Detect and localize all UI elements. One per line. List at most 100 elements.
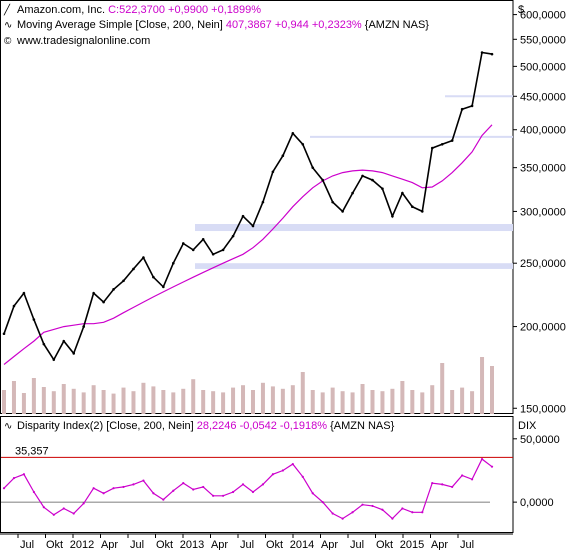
y-tick-label: 400,0000 (520, 125, 566, 137)
price-point (251, 224, 255, 228)
price-point (281, 154, 285, 158)
wave-icon: ∿ (4, 421, 13, 432)
ma-legend-symbol: {AMZN NAS} (364, 19, 429, 31)
price-point (440, 142, 444, 146)
x-tick-label: Apr (431, 539, 448, 550)
volume-bar (400, 381, 405, 414)
volume-bar (41, 387, 46, 414)
x-tick-label: Jul (130, 539, 144, 550)
dix-point (371, 504, 374, 508)
volume-bar (250, 390, 255, 414)
dix-point (421, 511, 424, 514)
disparity-panel: 35,357 (1, 445, 513, 520)
dix-point (281, 469, 284, 472)
dix-threshold-label: 35,357 (15, 445, 49, 457)
ma-legend-values: 407,3867 +0,944 +0,2323% (225, 19, 362, 31)
dix-point (82, 502, 85, 505)
dix-point (152, 492, 155, 495)
price-point (420, 210, 424, 213)
dix-legend-symbol: {AMZN NAS} (330, 420, 395, 432)
copyright-icon: © (4, 36, 12, 47)
x-tick-label: Okt (266, 539, 283, 550)
dix-point (451, 485, 454, 489)
volume-bar (201, 390, 206, 414)
price-point (32, 318, 36, 321)
dix-point (331, 512, 334, 515)
volume-bar (51, 391, 56, 414)
dix-point (271, 473, 274, 476)
dix-point (231, 490, 235, 494)
dix-legend: ∿ Disparity Index(2) [Close, 200, Nein] 2… (4, 420, 394, 433)
volume-bar (21, 393, 26, 414)
dix-point (311, 492, 314, 495)
dix-point (102, 492, 105, 495)
dix-y-tick-label: 50,0000 (520, 434, 560, 446)
price-point (311, 166, 315, 169)
price-point (201, 237, 205, 241)
price-point (211, 252, 215, 256)
dix-point (132, 483, 135, 486)
chart-background (0, 0, 514, 535)
volume-bar (81, 392, 86, 414)
dix-point (301, 475, 304, 478)
price-point (301, 142, 305, 146)
price-point (480, 51, 484, 54)
price-point (430, 146, 434, 150)
price-point (321, 178, 324, 182)
y-tick-label: 250,0000 (520, 258, 566, 270)
price-point (191, 248, 195, 252)
x-tick-label: Apr (101, 539, 118, 550)
x-tick-label: Jul (350, 539, 364, 550)
dix-point (321, 501, 324, 504)
price-point (490, 52, 494, 56)
dix-point (391, 517, 394, 520)
price-point (92, 291, 95, 295)
volume-bar (260, 382, 265, 414)
x-tick-label: Jul (240, 539, 254, 550)
dix-point (431, 482, 434, 485)
support-zone (195, 263, 513, 269)
price-line (3, 51, 493, 362)
price-point (112, 288, 115, 291)
dix-point (212, 494, 215, 497)
price-point (460, 107, 464, 111)
volume-bar (490, 366, 494, 414)
price-point (381, 187, 384, 190)
volume-bar (131, 391, 136, 414)
x-tick-label: 2015 (400, 539, 424, 550)
volume-bar (161, 390, 166, 414)
volume-bar (320, 392, 325, 414)
dix-point (411, 511, 414, 514)
dix-point (202, 485, 205, 489)
price-point (411, 205, 414, 209)
volume-bar (370, 390, 375, 414)
price-legend-values: C:522,3700 +0,9900 +0,1899% (108, 4, 262, 16)
volume-bar (460, 387, 465, 414)
price-legend: ╱ Amazon.com, Inc. C:522,3700 +0,9900 +0,… (4, 4, 261, 17)
dix-point (470, 478, 474, 481)
dix-point (251, 490, 255, 494)
price-point (172, 261, 175, 265)
x-tick-label: 2012 (70, 539, 94, 550)
price-point (470, 104, 474, 108)
y-tick-label: 600,0000 (520, 10, 566, 22)
price-point (12, 304, 16, 308)
volume-bar (270, 386, 275, 414)
price-point (122, 279, 125, 283)
dix-point (42, 506, 45, 509)
dix-point (2, 487, 6, 490)
line-chart-icon: ╱ (4, 5, 11, 16)
volume-bar (181, 388, 186, 414)
dix-point (351, 511, 354, 514)
y-tick-label: 550,0000 (520, 34, 566, 46)
price-panel (2, 51, 513, 414)
dix-y-tick-label: 0,0000 (520, 497, 554, 509)
price-point (42, 342, 46, 346)
dix-point (490, 465, 494, 468)
price-point (261, 200, 265, 204)
price-point (221, 248, 225, 252)
volume-bar (480, 357, 485, 414)
price-point (142, 256, 145, 259)
volume-bar (380, 391, 385, 414)
volume-bar (300, 372, 305, 414)
